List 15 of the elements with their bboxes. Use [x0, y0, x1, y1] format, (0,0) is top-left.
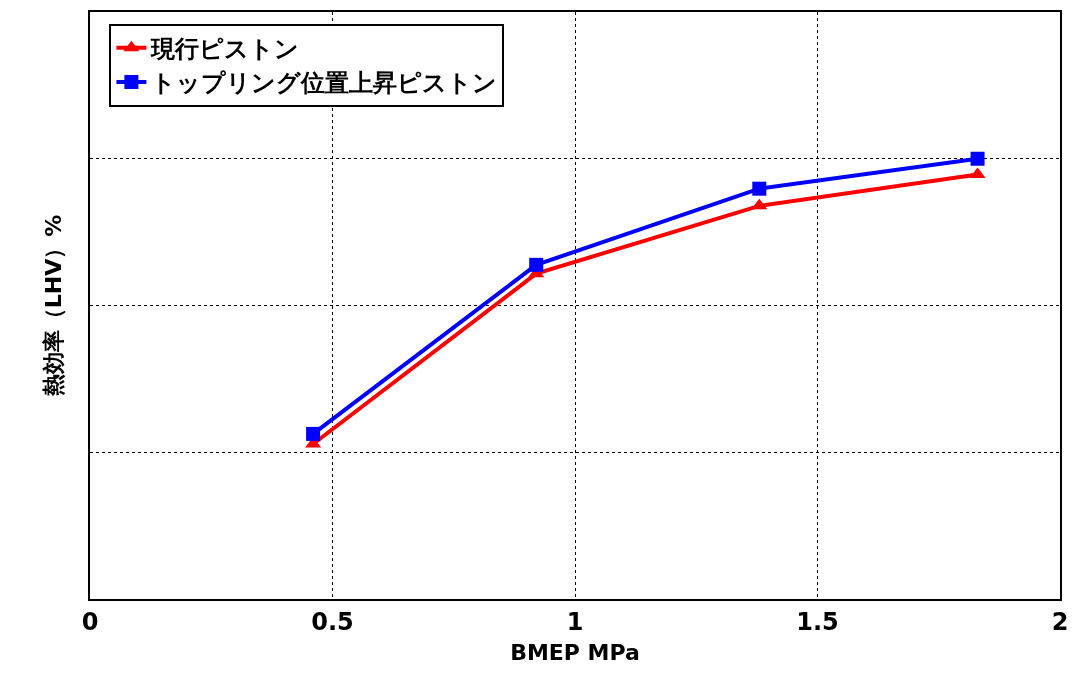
point [969, 167, 986, 179]
point [306, 426, 321, 441]
x-tick-label: 1 [566, 607, 584, 636]
x-tick-label: 0 [81, 607, 99, 636]
legend-label: トップリング位置上昇ピストン [151, 69, 498, 98]
legend-label: 現行ピストン [150, 35, 300, 64]
x-tick-label: 1.5 [796, 607, 839, 636]
y-axis-title: 熱効率（LHV）% [41, 214, 67, 398]
x-axis-title: BMEP MPa [510, 640, 640, 666]
x-tick-label: 2 [1051, 607, 1069, 636]
x-tick-label: 0.5 [311, 607, 354, 636]
point [751, 198, 768, 210]
point [529, 257, 544, 272]
point [752, 181, 767, 196]
point [970, 151, 985, 166]
